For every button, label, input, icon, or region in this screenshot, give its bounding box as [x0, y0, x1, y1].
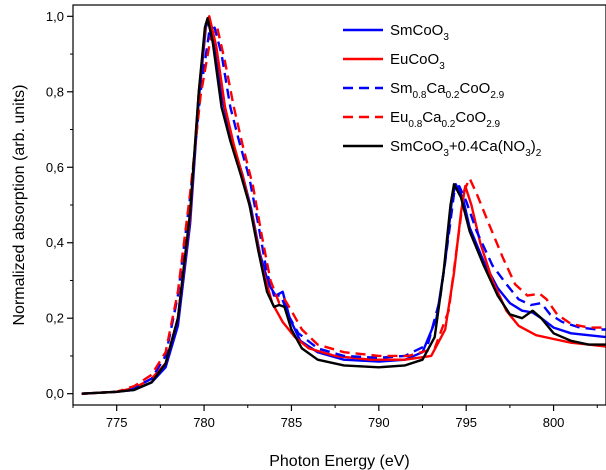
series-line-2: [81, 15, 606, 395]
y-tick-label: 0,2: [46, 311, 64, 326]
legend: SmCoO3 EuCoO3 Sm0.8Ca0.2CoO2.9 Eu0.8Ca0.2Co…: [343, 22, 542, 159]
legend-label: SmCoO3: [390, 22, 449, 43]
x-tick-label: 785: [281, 415, 303, 430]
x-tick-label: 790: [368, 415, 390, 430]
y-tick-label: 0,0: [46, 386, 64, 401]
series-layer: [81, 15, 606, 395]
x-tick-label: 780: [193, 415, 215, 430]
plot-frame: [72, 4, 606, 406]
y-axis-title: Normalized absorption (arb. units): [11, 85, 28, 326]
x-tick-label: 775: [106, 415, 128, 430]
series-line-5: [81, 17, 606, 395]
series-line-4: [81, 26, 606, 395]
y-tick-label: 1,0: [46, 9, 64, 24]
y-tick-label: 0,4: [46, 235, 64, 250]
legend-label: SmCoO3+0.4Ca(NO3)2: [390, 138, 542, 159]
x-axis-title: Photon Energy (eV): [269, 453, 410, 470]
ticks-layer: 775 780 785 790 795 800 0,0 0,2 0,4 0,6 0,8 1,0: [46, 9, 598, 430]
series-line-3: [81, 26, 606, 395]
legend-label: Sm0.8Ca0.2CoO2.9: [390, 80, 505, 101]
legend-label: Eu0.8Ca0.2CoO2.9: [390, 109, 501, 130]
x-tick-label: 795: [455, 415, 477, 430]
y-tick-label: 0,8: [46, 84, 64, 99]
legend-label: EuCoO3: [390, 51, 445, 72]
y-tick-label: 0,6: [46, 160, 64, 175]
x-tick-label: 800: [543, 415, 565, 430]
series-line-1: [81, 18, 606, 395]
